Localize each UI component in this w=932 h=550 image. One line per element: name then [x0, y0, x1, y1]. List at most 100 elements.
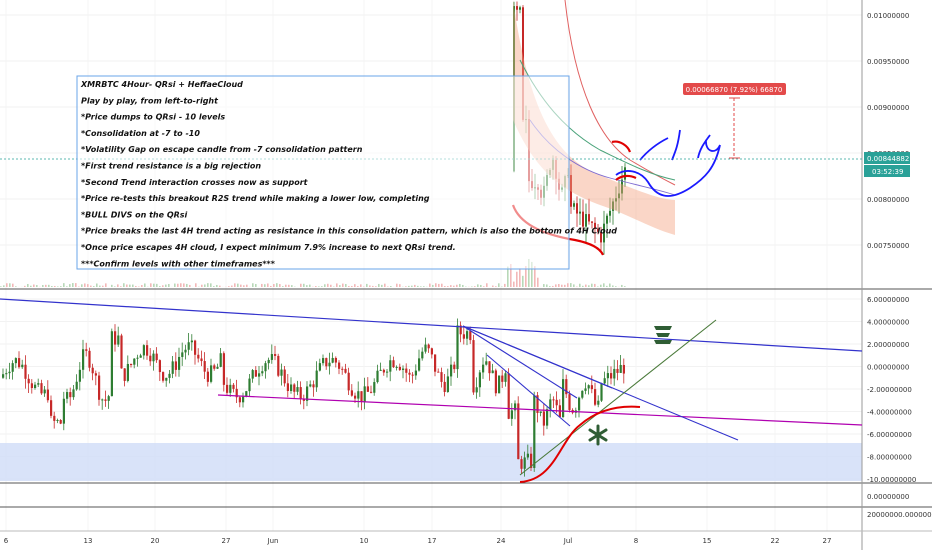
- volume-bar: [186, 283, 188, 287]
- qrsi-candle: [62, 398, 65, 424]
- qrsi-candle: [350, 390, 353, 396]
- volume-bar: [114, 286, 116, 287]
- qrsi-candle: [501, 375, 504, 382]
- qrsi-candle: [498, 375, 501, 394]
- note-line: *Volatility Gap on escape candle from -7…: [81, 145, 363, 154]
- qrsi-candle: [37, 383, 40, 385]
- volume-bar: [48, 284, 50, 287]
- qrsi-candle: [331, 357, 334, 363]
- volume-bar: [366, 283, 368, 287]
- volume-bar: [84, 283, 86, 287]
- y-tick-label: 4.00000000: [867, 319, 909, 327]
- qrsi-candle: [405, 368, 408, 373]
- qrsi-blue-trend-3: [462, 325, 613, 389]
- qrsi-candle: [488, 361, 491, 374]
- qrsi-candle: [472, 340, 475, 393]
- volume-bar: [504, 283, 506, 287]
- qrsi-candle: [309, 384, 312, 387]
- volume-bar: [591, 283, 593, 287]
- qrsi-candle: [59, 419, 62, 424]
- qrsi-candle: [264, 363, 267, 372]
- volume-bar: [105, 283, 107, 287]
- qrsi-red-curve: [519, 405, 641, 483]
- volume-bar: [555, 284, 557, 287]
- volume-bar: [348, 286, 350, 287]
- qrsi-candle: [347, 372, 350, 391]
- price-candle: [570, 175, 572, 207]
- y-tick-label: 0.00000000: [867, 493, 909, 501]
- qrsi-candle: [322, 358, 325, 364]
- qrsi-candle: [443, 381, 446, 392]
- qrsi-candle: [75, 381, 78, 390]
- volume-bar: [30, 285, 32, 287]
- note-line: *Once price escapes 4H cloud, I expect m…: [81, 243, 456, 252]
- qrsi-candle: [536, 395, 539, 413]
- volume-bar: [444, 286, 446, 287]
- volume-bar: [387, 286, 389, 287]
- qrsi-candle: [226, 384, 229, 393]
- qrsi-candle: [8, 371, 11, 374]
- qrsi-candle: [123, 368, 126, 381]
- qrsi-candle: [139, 355, 142, 358]
- qrsi-candle: [446, 376, 449, 392]
- qrsi-oversold-zone: [0, 443, 862, 481]
- qrsi-candle: [21, 364, 24, 368]
- y-tick-label: 6.00000000: [867, 296, 909, 304]
- qrsi-candle: [43, 389, 46, 394]
- volume-bar: [60, 286, 62, 287]
- qrsi-candle: [162, 372, 165, 381]
- volume-bar: [492, 285, 494, 287]
- price-candle: [603, 223, 605, 243]
- qrsi-candle: [565, 379, 568, 395]
- qrsi-candle: [578, 397, 581, 411]
- qrsi-candle: [184, 349, 187, 353]
- qrsi-candle: [507, 373, 510, 419]
- volume-bar: [375, 286, 377, 287]
- qrsi-candle: [514, 403, 517, 411]
- price-candle: [624, 167, 626, 180]
- volume-bar: [231, 285, 233, 287]
- x-tick-label: 17: [428, 537, 437, 545]
- volume-bar: [510, 264, 512, 287]
- qrsi-candles: [2, 318, 625, 477]
- volume-bar: [606, 285, 608, 287]
- volume-bar: [153, 283, 155, 287]
- qrsi-candle: [616, 368, 619, 373]
- volume-bar: [411, 285, 413, 287]
- x-tick-label: 20: [151, 537, 160, 545]
- volume-bar: [159, 286, 161, 287]
- qrsi-candle: [66, 392, 69, 399]
- volume-bar: [399, 284, 401, 287]
- volume-bar: [57, 286, 59, 287]
- qrsi-candle: [312, 384, 315, 388]
- qrsi-candle: [386, 371, 389, 373]
- volume-bar: [378, 283, 380, 287]
- qrsi-y-axis: 6.00000000 4.00000000 2.00000000 0.00000000…: [867, 296, 916, 484]
- volume-bar: [369, 285, 371, 287]
- volume-bar: [477, 284, 479, 287]
- qrsi-candle: [549, 399, 552, 410]
- volume-bar: [252, 283, 254, 287]
- volume-bar: [549, 286, 551, 287]
- qrsi-candle: [590, 385, 593, 390]
- volume-bar: [513, 281, 515, 287]
- qrsi-candle: [27, 378, 30, 384]
- qrsi-candle: [232, 384, 235, 389]
- volume-bar: [543, 284, 545, 287]
- qrsi-candle: [325, 358, 328, 367]
- qrsi-candle: [485, 361, 488, 365]
- x-tick-label: 13: [84, 537, 93, 545]
- y-tick-label: 0.01000000: [867, 12, 909, 20]
- qrsi-candle: [430, 348, 433, 355]
- volume-bar: [429, 283, 431, 287]
- volume-bar: [474, 286, 476, 287]
- y-tick-label: -10.00000000: [867, 476, 916, 484]
- volume-bar: [498, 283, 500, 287]
- price-candle: [576, 203, 578, 214]
- volume-bar: [360, 284, 362, 287]
- qrsi-candle: [459, 325, 462, 335]
- note-line: *Price re-tests this breakout R2S trend …: [81, 194, 430, 203]
- volume-bar: [120, 286, 122, 287]
- qrsi-candle: [411, 374, 414, 376]
